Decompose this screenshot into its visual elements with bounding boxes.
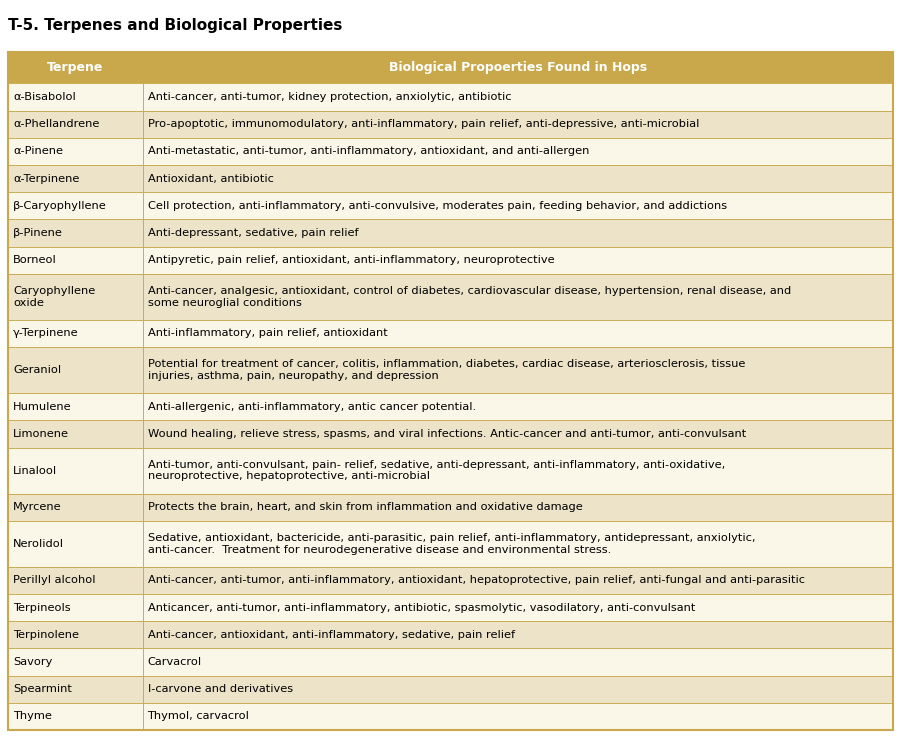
- Bar: [8, 52, 142, 83]
- Text: Geraniol: Geraniol: [13, 365, 61, 375]
- Bar: [8, 447, 142, 494]
- Bar: [8, 274, 142, 320]
- Bar: [8, 83, 142, 111]
- Text: Pro-apoptotic, immunomodulatory, anti-inflammatory, pain relief, anti-depressive: Pro-apoptotic, immunomodulatory, anti-in…: [148, 119, 699, 129]
- Bar: [142, 621, 893, 649]
- Bar: [8, 347, 142, 393]
- Bar: [142, 220, 893, 247]
- Bar: [8, 420, 142, 447]
- Bar: [142, 347, 893, 393]
- Bar: [142, 649, 893, 676]
- Text: Caryophyllene
oxide: Caryophyllene oxide: [13, 286, 95, 307]
- Bar: [8, 567, 142, 594]
- Text: Carvacrol: Carvacrol: [148, 657, 202, 667]
- Bar: [142, 703, 893, 730]
- Bar: [142, 320, 893, 347]
- Bar: [142, 420, 893, 447]
- Text: Anti-allergenic, anti-inflammatory, antic cancer potential.: Anti-allergenic, anti-inflammatory, anti…: [148, 402, 475, 412]
- Bar: [142, 676, 893, 703]
- Text: Anti-cancer, analgesic, antioxidant, control of diabetes, cardiovascular disease: Anti-cancer, analgesic, antioxidant, con…: [148, 286, 791, 307]
- Text: Sedative, antioxidant, bactericide, anti-parasitic, pain relief, anti-inflammato: Sedative, antioxidant, bactericide, anti…: [148, 533, 755, 554]
- Bar: [8, 138, 142, 165]
- Text: Anti-cancer, antioxidant, anti-inflammatory, sedative, pain relief: Anti-cancer, antioxidant, anti-inflammat…: [148, 630, 515, 640]
- Text: Anti-metastatic, anti-tumor, anti-inflammatory, antioxidant, and anti-allergen: Anti-metastatic, anti-tumor, anti-inflam…: [148, 147, 589, 156]
- Text: γ-Terpinene: γ-Terpinene: [13, 329, 78, 338]
- Bar: [8, 165, 142, 192]
- Text: Spearmint: Spearmint: [13, 684, 72, 694]
- Text: α-Pinene: α-Pinene: [13, 147, 63, 156]
- Bar: [8, 594, 142, 621]
- Bar: [142, 594, 893, 621]
- Bar: [8, 494, 142, 521]
- Text: Cell protection, anti-inflammatory, anti-convulsive, moderates pain, feeding beh: Cell protection, anti-inflammatory, anti…: [148, 200, 726, 211]
- Bar: [8, 220, 142, 247]
- Bar: [142, 447, 893, 494]
- Text: α-Terpinene: α-Terpinene: [13, 174, 79, 184]
- Text: Anti-inflammatory, pain relief, antioxidant: Anti-inflammatory, pain relief, antioxid…: [148, 329, 387, 338]
- Text: Protects the brain, heart, and skin from inflammation and oxidative damage: Protects the brain, heart, and skin from…: [148, 502, 582, 512]
- Text: Perillyl alcohol: Perillyl alcohol: [13, 576, 95, 585]
- Text: Thyme: Thyme: [13, 711, 52, 722]
- Text: Wound healing, relieve stress, spasms, and viral infections. Antic-cancer and an: Wound healing, relieve stress, spasms, a…: [148, 429, 746, 439]
- Text: β-Caryophyllene: β-Caryophyllene: [13, 200, 107, 211]
- Bar: [142, 138, 893, 165]
- Bar: [8, 192, 142, 220]
- Text: α-Bisabolol: α-Bisabolol: [13, 92, 76, 102]
- Bar: [142, 494, 893, 521]
- Text: Anticancer, anti-tumor, anti-inflammatory, antibiotic, spasmolytic, vasodilatory: Anticancer, anti-tumor, anti-inflammator…: [148, 603, 695, 612]
- Bar: [8, 649, 142, 676]
- Text: Anti-cancer, anti-tumor, kidney protection, anxiolytic, antibiotic: Anti-cancer, anti-tumor, kidney protecti…: [148, 92, 511, 102]
- Text: Myrcene: Myrcene: [13, 502, 61, 512]
- Bar: [142, 567, 893, 594]
- Bar: [142, 52, 893, 83]
- Text: β-Pinene: β-Pinene: [13, 228, 63, 238]
- Text: Antioxidant, antibiotic: Antioxidant, antibiotic: [148, 174, 274, 184]
- Text: Borneol: Borneol: [13, 255, 57, 265]
- Text: Anti-tumor, anti-convulsant, pain- relief, sedative, anti-depressant, anti-infla: Anti-tumor, anti-convulsant, pain- relie…: [148, 460, 724, 481]
- Bar: [8, 521, 142, 567]
- Text: Humulene: Humulene: [13, 402, 72, 412]
- Text: Terpineols: Terpineols: [13, 603, 70, 612]
- Bar: [8, 320, 142, 347]
- Text: T-5. Terpenes and Biological Properties: T-5. Terpenes and Biological Properties: [8, 18, 342, 33]
- Text: Savory: Savory: [13, 657, 52, 667]
- Text: Potential for treatment of cancer, colitis, inflammation, diabetes, cardiac dise: Potential for treatment of cancer, colit…: [148, 359, 745, 381]
- Bar: [142, 165, 893, 192]
- Text: α-Phellandrene: α-Phellandrene: [13, 119, 99, 129]
- Bar: [142, 111, 893, 138]
- Bar: [8, 703, 142, 730]
- Bar: [8, 393, 142, 420]
- Text: Thymol, carvacrol: Thymol, carvacrol: [148, 711, 249, 722]
- Bar: [142, 192, 893, 220]
- Bar: [142, 393, 893, 420]
- Text: Terpene: Terpene: [47, 61, 104, 74]
- Bar: [142, 83, 893, 111]
- Bar: [8, 247, 142, 274]
- Bar: [142, 521, 893, 567]
- Text: Linalool: Linalool: [13, 466, 57, 475]
- Text: Biological Propoerties Found in Hops: Biological Propoerties Found in Hops: [389, 61, 647, 74]
- Text: Antipyretic, pain relief, antioxidant, anti-inflammatory, neuroprotective: Antipyretic, pain relief, antioxidant, a…: [148, 255, 554, 265]
- Text: Anti-cancer, anti-tumor, anti-inflammatory, antioxidant, hepatoprotective, pain : Anti-cancer, anti-tumor, anti-inflammato…: [148, 576, 805, 585]
- Text: l-carvone and derivatives: l-carvone and derivatives: [148, 684, 292, 694]
- Text: Nerolidol: Nerolidol: [13, 539, 64, 549]
- Bar: [8, 621, 142, 649]
- Text: Limonene: Limonene: [13, 429, 69, 439]
- Bar: [8, 111, 142, 138]
- Bar: [142, 247, 893, 274]
- Text: Terpinolene: Terpinolene: [13, 630, 79, 640]
- Bar: [8, 676, 142, 703]
- Bar: [142, 274, 893, 320]
- Text: Anti-depressant, sedative, pain relief: Anti-depressant, sedative, pain relief: [148, 228, 358, 238]
